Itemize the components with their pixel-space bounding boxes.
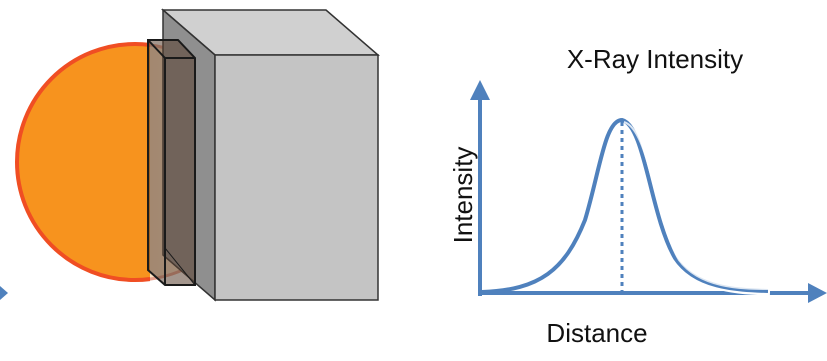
diagram: X-Ray Intensity Intensity Distance (0, 0, 827, 361)
x-label: Distance (546, 318, 647, 348)
plot-title: X-Ray Intensity (567, 44, 743, 74)
slab (148, 40, 195, 285)
curve-sheen (624, 122, 770, 289)
y-arrowhead (470, 80, 490, 100)
intensity-curve (482, 120, 768, 292)
curve-highlight (622, 120, 770, 292)
y-label: Intensity (448, 147, 478, 244)
x-arrowhead (808, 283, 827, 303)
plot: X-Ray Intensity Intensity Distance (448, 44, 827, 348)
arrow-fragment (0, 286, 8, 300)
